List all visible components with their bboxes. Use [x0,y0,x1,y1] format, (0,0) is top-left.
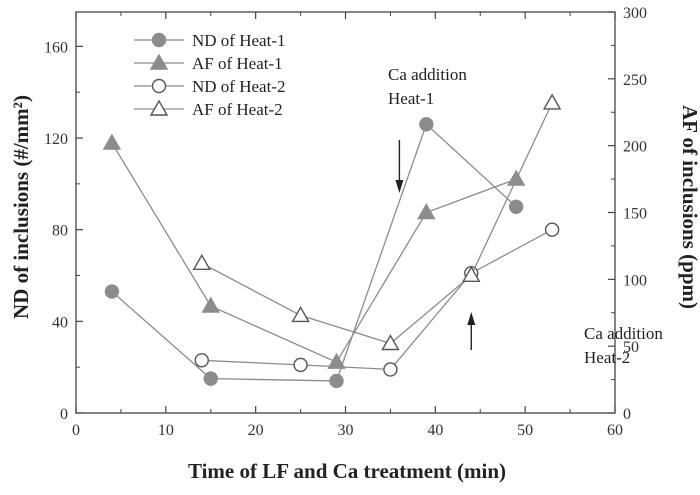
x-tick-label: 30 [338,422,354,439]
legend-marker-1 [151,32,167,48]
data-point-s4-2 [291,306,310,323]
left-y-tick-label: 40 [52,314,68,331]
data-point-s4-5 [542,93,562,110]
data-point-s2-1 [102,133,122,150]
left-axis-title: ND of inclusions (#/mm²) [9,95,33,319]
legend-label-3: ND of Heat-2 [192,77,285,96]
x-tick-label: 20 [248,422,264,439]
data-point-s4-4 [462,265,481,283]
x-tick-label: 50 [517,422,533,439]
right-y-tick-label: 0 [623,406,631,423]
legend-marker-4 [149,99,169,116]
legend: ND of Heat-1 AF of Heat-1 ND of Heat-2 AF o… [134,31,285,119]
right-y-tick-label: 50 [623,339,639,356]
data-point-s1-3 [329,373,344,389]
legend-marker-2 [149,53,169,70]
x-tick-label: 10 [158,422,174,439]
data-point-s2-4 [417,203,436,220]
legend-label-2: AF of Heat-1 [192,54,283,73]
x-tick-label: 40 [427,422,443,439]
left-y-tick-label: 0 [60,406,68,423]
data-point-s4-1 [192,253,211,270]
legend-marker-3 [151,78,167,94]
data-point-s1-4 [419,117,434,132]
data-point-s3-3 [383,362,398,377]
data-point-s2-3 [327,352,346,369]
plot-frame [75,11,616,414]
plot-area [102,93,562,389]
data-point-s3-2 [293,357,308,373]
annotations: Ca addition Heat-1 Ca addition Heat-2 [388,65,663,367]
x-tick-label: 0 [72,422,80,439]
left-y-tick-label: 160 [44,39,68,56]
data-point-s1-1 [104,284,120,299]
left-y-tick-label: 120 [44,131,68,148]
annotation-heat1-arrowhead [395,180,404,193]
data-point-s3-5 [544,222,560,237]
left-y-tick-label: 80 [52,223,68,240]
data-point-s3-1 [194,353,209,368]
legend-label-4: AF of Heat-2 [192,100,283,119]
data-point-s1-5 [508,199,524,214]
series-line-4 [201,102,553,345]
right-y-tick-label: 250 [623,72,647,89]
x-axis-title: Time of LF and Ca treatment (min) [188,459,506,483]
right-y-tick-label: 150 [623,206,647,223]
right-y-tick-label: 100 [623,272,647,289]
annotation-heat2-line-2: Heat-2 [584,348,630,367]
axes: 0 10 20 30 40 50 60040801201600501001502002503… [44,5,647,439]
right-y-tick-label: 300 [623,5,647,22]
series-line-3 [201,229,553,371]
legend-label-1: ND of Heat-1 [192,31,285,50]
series-line-1 [111,123,517,382]
data-point-s2-2 [201,296,220,313]
data-point-s1-2 [203,371,218,386]
annotation-heat2-line-1: Ca addition [584,324,663,343]
annotation-heat2-arrowhead [467,312,476,325]
annotation-heat1-line-1: Ca addition [388,65,467,84]
series-line-2 [111,142,517,364]
annotation-heat1-line-2: Heat-1 [388,89,434,108]
right-y-tick-label: 200 [623,139,647,156]
x-tick-label: 60 [607,422,623,439]
right-axis-title: AF of inclusions (ppm) [678,105,700,309]
data-point-s4-3 [381,334,400,351]
